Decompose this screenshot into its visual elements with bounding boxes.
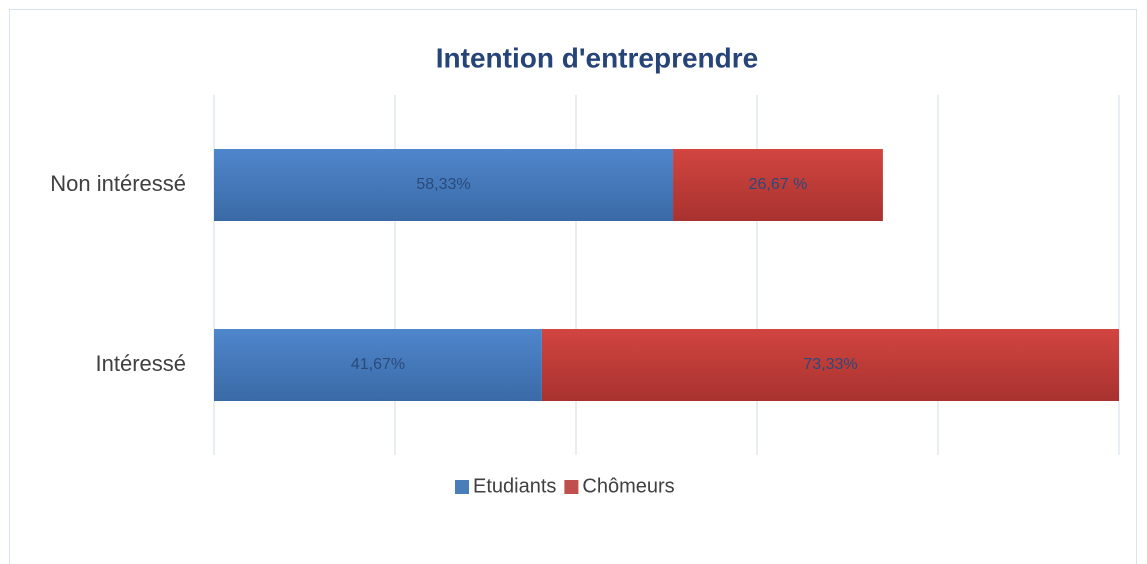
legend-label: Chômeurs [582, 475, 674, 497]
bar-segment [673, 149, 883, 221]
chart-title: Intention d'entreprendre [436, 42, 758, 73]
legend-swatch [564, 480, 579, 494]
bar-segment [214, 149, 674, 221]
data-label: 73,33% [803, 356, 857, 373]
data-label: 41,67% [351, 356, 405, 373]
data-label: 26,67 % [749, 176, 808, 193]
chart-frame [9, 9, 1137, 564]
y-tick-label: Intéressé [96, 351, 187, 376]
data-label: 58,33% [416, 176, 470, 193]
bar-segment [214, 329, 542, 401]
bar-segment [541, 329, 1119, 401]
legend-swatch [455, 480, 469, 494]
y-tick-label: Non intéressé [50, 171, 186, 196]
legend-label: Etudiants [473, 475, 556, 497]
